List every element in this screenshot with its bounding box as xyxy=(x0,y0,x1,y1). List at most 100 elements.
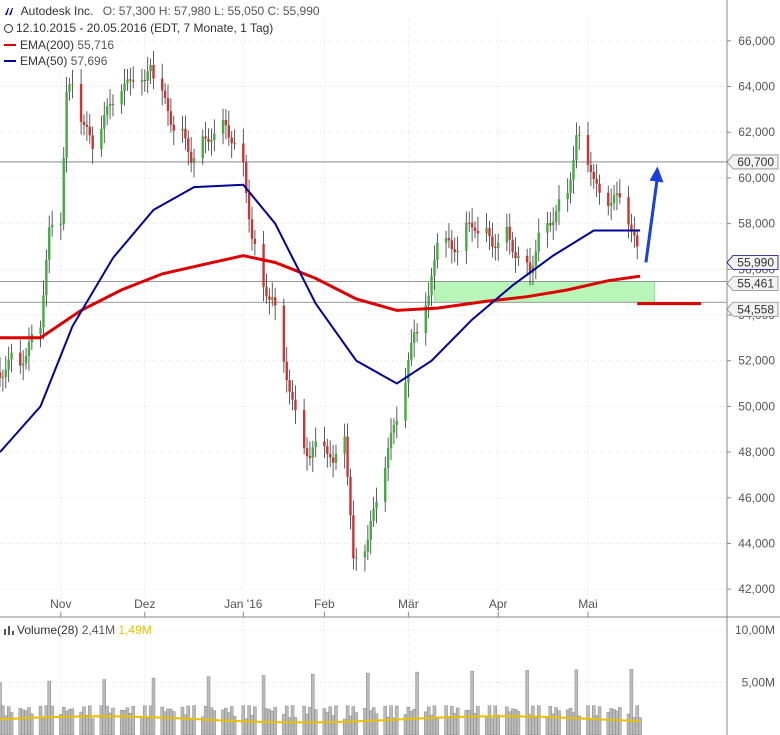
ema200-line xyxy=(0,254,641,340)
volume-bar xyxy=(444,705,448,735)
volume-bar xyxy=(18,708,22,735)
price-tag-label: 55,461 xyxy=(737,277,774,291)
candle-body xyxy=(233,143,236,145)
company-logo-icon xyxy=(5,8,13,16)
candle-body xyxy=(282,305,286,362)
volume-average-line xyxy=(0,715,641,724)
candle-body xyxy=(19,352,22,366)
x-tick-label: Nov xyxy=(50,597,71,611)
candle-body xyxy=(291,391,294,400)
candle-body xyxy=(224,119,228,126)
volume-bar xyxy=(629,669,634,735)
candle-body xyxy=(331,457,335,463)
candle-body xyxy=(308,456,312,458)
volume-bar xyxy=(125,707,130,735)
ohlc-values: O: 57,300 H: 57,980 L: 55,050 C: 55,990 xyxy=(102,4,320,18)
candle-body xyxy=(189,151,193,163)
legend-ema50[interactable]: EMA(50) 57,696 xyxy=(4,54,107,68)
volume-value: 2,41M xyxy=(81,623,116,637)
candle-body xyxy=(4,369,7,378)
candle-body xyxy=(554,211,558,222)
candle-body xyxy=(230,137,233,144)
candle-body xyxy=(607,192,610,206)
volume-bar xyxy=(9,712,14,735)
volume-bar xyxy=(574,669,579,735)
volume-bar xyxy=(90,718,95,735)
candle-body xyxy=(105,106,109,116)
candle-body xyxy=(412,332,416,343)
volume-bar xyxy=(192,705,196,735)
volume-bar xyxy=(345,705,350,735)
candle-body xyxy=(244,162,248,194)
ema50-label: EMA(50) xyxy=(20,54,68,68)
candle-body xyxy=(488,228,491,237)
candle-body xyxy=(349,476,352,516)
candle-body xyxy=(314,441,317,448)
volume-bar xyxy=(493,705,497,735)
volume-bar xyxy=(186,705,190,735)
candle-body xyxy=(62,157,65,224)
candle-body xyxy=(410,342,413,360)
candle-body xyxy=(465,222,468,251)
candle-body xyxy=(152,64,155,79)
candle-body xyxy=(302,410,306,449)
candle-body xyxy=(7,359,10,370)
up-arrow xyxy=(644,166,664,263)
volume-grid xyxy=(0,629,727,683)
arrow-head xyxy=(649,166,664,183)
price-tag xyxy=(726,154,779,170)
volume-tick-label: 5,00M xyxy=(742,676,775,690)
candle-body xyxy=(192,158,196,163)
candle-body xyxy=(557,199,561,212)
volume-bar xyxy=(250,715,254,735)
candle-body xyxy=(0,372,2,378)
volume-bar xyxy=(348,715,353,735)
candle-body xyxy=(163,90,167,98)
x-tick-label: Apr xyxy=(489,597,508,611)
legend-volume[interactable]: Volume(28) 2,41M 1,49M xyxy=(4,623,152,637)
x-tick-label: Mär xyxy=(398,597,419,611)
candle-body xyxy=(427,295,430,306)
volume-bar xyxy=(163,711,167,735)
candle-body xyxy=(386,448,390,468)
y-tick-label: 44,000 xyxy=(738,536,775,550)
candle-body xyxy=(265,286,268,297)
volume-bar xyxy=(111,707,115,735)
candle-body xyxy=(305,448,309,457)
candle-body xyxy=(363,551,367,558)
volume-bar xyxy=(534,717,538,735)
candle-body xyxy=(468,222,471,224)
volume-bar xyxy=(467,710,471,735)
volume-bar xyxy=(612,709,616,735)
candle-body xyxy=(392,424,396,433)
volume-bar xyxy=(290,705,295,735)
candle-body xyxy=(395,420,399,425)
volume-bar xyxy=(122,710,127,735)
candle-body xyxy=(42,295,45,328)
volume-bar xyxy=(328,706,332,735)
price-tag xyxy=(726,301,779,317)
volume-bar xyxy=(221,709,225,735)
ema50-swatch xyxy=(4,59,16,62)
candle-body xyxy=(473,227,477,231)
volume-bar xyxy=(282,713,286,735)
volume-bar xyxy=(119,709,124,735)
volume-bar xyxy=(513,708,518,735)
candle-body xyxy=(424,305,427,334)
candle-body xyxy=(149,64,152,72)
candle-body xyxy=(103,115,106,129)
volume-bar xyxy=(496,714,500,735)
volume-bar xyxy=(212,710,217,735)
candle-body xyxy=(609,203,613,206)
volume-bar xyxy=(331,715,335,735)
volume-bar xyxy=(1,705,5,735)
candle-body xyxy=(569,179,572,193)
legend-ema200[interactable]: EMA(200) 55,716 xyxy=(4,38,114,52)
candle-body xyxy=(79,83,83,122)
y-tick-label: 46,000 xyxy=(738,491,775,505)
candle-body xyxy=(326,446,329,455)
candle-body xyxy=(213,133,216,141)
volume-bar xyxy=(626,713,631,735)
volume-bar xyxy=(545,716,550,735)
candle-body xyxy=(491,236,494,247)
